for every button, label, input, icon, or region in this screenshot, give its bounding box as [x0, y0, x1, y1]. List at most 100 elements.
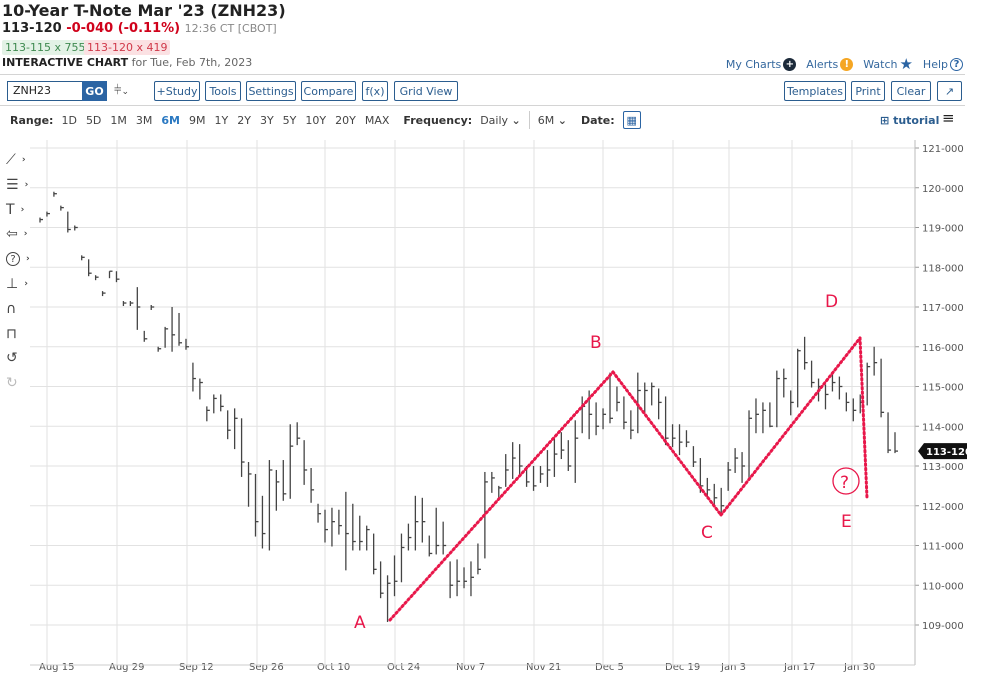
chevron-right-icon: ›	[26, 254, 30, 265]
price-bar	[776, 370, 780, 428]
help-link[interactable]: Help?	[923, 57, 963, 71]
text-tool-button[interactable]: T ›	[6, 200, 36, 220]
price-bar	[602, 408, 607, 430]
price-bar	[873, 346, 878, 376]
range-option-max[interactable]: MAX	[364, 113, 390, 127]
price-bar	[115, 271, 120, 283]
page-title: 10-Year T-Note Mar '23 (ZNH23)	[2, 1, 286, 20]
divider	[0, 74, 965, 75]
calendar-icon[interactable]: ▦	[622, 111, 641, 129]
measure-tool-icon: ⊥	[6, 276, 19, 292]
price-bar	[595, 402, 600, 436]
redo-button[interactable]: ↻	[6, 373, 36, 393]
clear-button[interactable]: Clear	[891, 81, 931, 101]
symbol-input[interactable]: ZNH23	[7, 81, 83, 101]
y-tick-label: 116-000	[922, 343, 964, 354]
x-tick-label: Oct 10	[317, 662, 350, 673]
price-bar	[171, 307, 176, 352]
chart-date: for Tue, Feb 7th, 2023	[131, 56, 253, 69]
price-bar	[623, 396, 627, 430]
tools-button[interactable]: Tools	[205, 81, 241, 101]
question-circle-icon	[832, 467, 860, 495]
price-bar	[122, 301, 127, 307]
chevron-right-icon: ›	[24, 279, 28, 289]
y-tick-label: 120-000	[922, 184, 964, 195]
function-button[interactable]: f(x)	[362, 81, 388, 101]
measure-tool-button[interactable]: ⊥ ›	[6, 274, 36, 294]
range-option-10y[interactable]: 10Y	[305, 113, 327, 127]
price-bar	[129, 301, 134, 307]
chevron-right-icon: ›	[24, 179, 29, 190]
range-option-1y[interactable]: 1Y	[214, 113, 229, 127]
grid-view-button[interactable]: Grid View	[394, 81, 458, 101]
magnet-button[interactable]: ∩	[6, 299, 36, 319]
price-bar	[748, 410, 753, 481]
question-tool-button[interactable]: ? ›	[6, 249, 36, 269]
price-bar	[512, 442, 516, 479]
x-tick-label: Jan 17	[783, 662, 815, 673]
price-bar	[227, 410, 231, 440]
range-option-1d[interactable]: 1D	[61, 113, 77, 127]
expand-button[interactable]: ↗	[937, 81, 962, 101]
price-bar	[150, 305, 155, 310]
price-bar	[338, 509, 342, 535]
undo-button[interactable]: ↺	[6, 348, 36, 368]
price-bar	[713, 483, 718, 507]
range-option-3y[interactable]: 3Y	[259, 113, 274, 127]
x-tick-label: Jan 30	[843, 662, 875, 673]
price-bar	[560, 432, 565, 460]
arrow-tool-button[interactable]: ⇦ ›	[6, 224, 36, 244]
chevron-right-icon: ›	[20, 204, 25, 215]
price-bar	[213, 394, 217, 414]
price-bar	[261, 495, 266, 549]
settings-button[interactable]: Settings	[246, 81, 296, 101]
unlock-icon: ⊓	[6, 325, 17, 342]
watch-link[interactable]: Watch ★	[863, 55, 913, 73]
y-tick-label: 117-000	[922, 303, 964, 314]
templates-button[interactable]: Templates	[784, 81, 846, 101]
chevron-down-icon: ⌄	[557, 113, 567, 127]
price-bar	[157, 346, 162, 352]
price-bar	[442, 521, 447, 555]
range-option-5y[interactable]: 5Y	[282, 113, 297, 127]
fibonacci-tool-button[interactable]: ☰ ›	[6, 175, 36, 195]
x-tick-label: Dec 5	[595, 662, 624, 673]
line-tool-button[interactable]: ⟋ ›	[6, 150, 36, 170]
undo-icon: ↺	[6, 350, 18, 367]
bar-type-dropdown[interactable]: ⫩⌄	[114, 83, 129, 98]
study-button[interactable]: +Study	[154, 81, 200, 101]
arrow-tool-icon: ⇦	[6, 226, 18, 243]
frequency-label: Frequency:	[403, 113, 473, 127]
price-bar	[46, 211, 50, 217]
menu-icon[interactable]: ≡	[942, 109, 955, 127]
unlock-button[interactable]: ⊓	[6, 324, 36, 344]
compare-button[interactable]: Compare	[301, 81, 356, 101]
price-bar	[880, 358, 885, 418]
tutorial-link[interactable]: ⊞ tutorial	[880, 114, 939, 127]
go-button[interactable]: GO	[82, 81, 107, 101]
range-option-5d[interactable]: 5D	[85, 113, 102, 127]
range-option-1m[interactable]: 1M	[110, 113, 127, 127]
quote-line: 113-120 -0-040 (-0.11%) 12:36 CT [CBOT]	[2, 21, 277, 36]
price-bar	[206, 406, 210, 422]
my-charts-label: My Charts	[725, 57, 782, 71]
range-option-20y[interactable]: 20Y	[335, 113, 356, 127]
alerts-link[interactable]: Alerts!	[806, 57, 854, 71]
price-bar	[491, 471, 495, 493]
print-button[interactable]: Print	[851, 81, 885, 101]
price-chart[interactable]: 121-000 120-000 119-000 118-000 117-000 116-0…	[0, 138, 993, 696]
x-tick-label: Nov 21	[526, 662, 561, 673]
price-bar	[887, 412, 892, 454]
price-bar	[644, 382, 648, 414]
price-bar	[831, 374, 836, 392]
range-option-2y[interactable]: 2Y	[237, 113, 251, 127]
my-charts-link[interactable]: My Charts +	[725, 57, 797, 71]
price-bar	[651, 382, 655, 406]
range-option-3m[interactable]: 3M	[135, 113, 153, 127]
price-bar	[852, 398, 857, 422]
period-select[interactable]: 6M ⌄	[538, 114, 567, 127]
ohlc-bars-icon: ⫩	[114, 83, 122, 98]
frequency-select[interactable]: Daily ⌄	[480, 114, 521, 127]
range-option-9m[interactable]: 9M	[189, 113, 206, 127]
range-option-6m[interactable]: 6M	[161, 113, 181, 127]
